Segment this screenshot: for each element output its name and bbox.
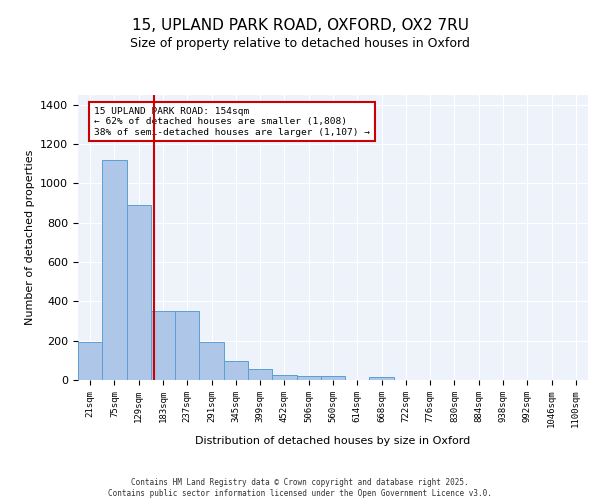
Bar [102, 160, 127, 380]
Text: 15, UPLAND PARK ROAD, OXFORD, OX2 7RU: 15, UPLAND PARK ROAD, OXFORD, OX2 7RU [131, 18, 469, 32]
Bar [296, 376, 321, 380]
Bar [224, 362, 248, 380]
Bar [151, 311, 175, 380]
Text: 15 UPLAND PARK ROAD: 154sqm
← 62% of detached houses are smaller (1,808)
38% of : 15 UPLAND PARK ROAD: 154sqm ← 62% of det… [94, 107, 370, 136]
Bar [199, 342, 224, 380]
Y-axis label: Number of detached properties: Number of detached properties [25, 150, 35, 325]
Text: Contains HM Land Registry data © Crown copyright and database right 2025.
Contai: Contains HM Land Registry data © Crown c… [108, 478, 492, 498]
Bar [272, 375, 296, 380]
Text: Size of property relative to detached houses in Oxford: Size of property relative to detached ho… [130, 38, 470, 51]
Bar [78, 342, 102, 380]
Bar [370, 377, 394, 380]
Bar [248, 369, 272, 380]
Bar [175, 311, 199, 380]
X-axis label: Distribution of detached houses by size in Oxford: Distribution of detached houses by size … [196, 436, 470, 446]
Bar [127, 205, 151, 380]
Bar [321, 376, 345, 380]
